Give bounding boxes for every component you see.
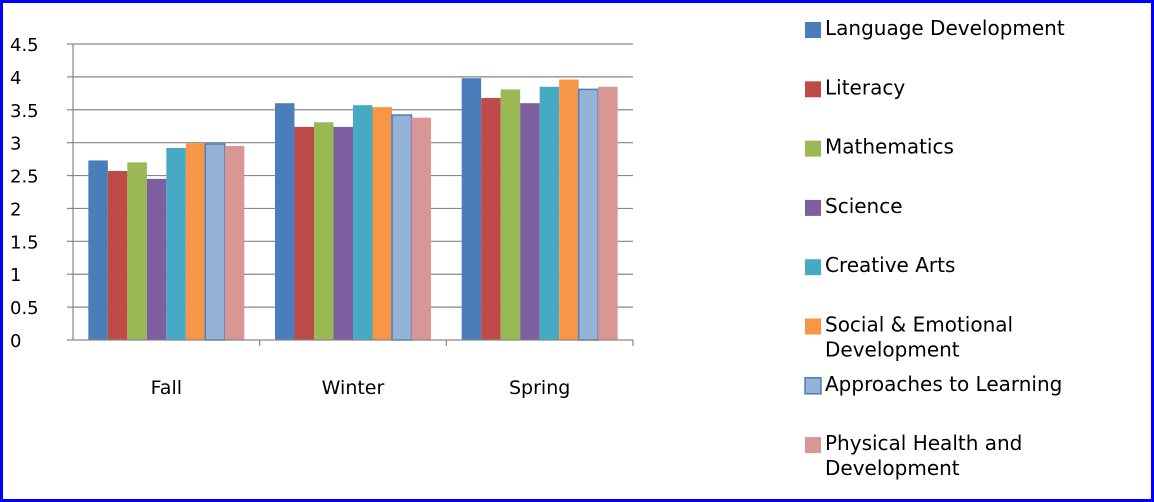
legend-label: Mathematics: [825, 135, 954, 159]
bars: [88, 78, 618, 341]
bar: [185, 143, 206, 340]
legend-label: Science: [825, 194, 903, 218]
y-tick-label: 0: [10, 331, 21, 352]
bar: [539, 86, 560, 340]
y-tick-label: 0.5: [10, 298, 39, 319]
bar: [275, 103, 295, 340]
bar: [391, 114, 413, 341]
bar: [559, 79, 579, 341]
category-labels: Fall Winter Spring: [151, 377, 571, 399]
bar: [411, 117, 431, 340]
bar: [372, 107, 392, 340]
legend-label: Approaches to Learning: [825, 372, 1062, 396]
bar: [520, 103, 540, 340]
legend-swatch: [805, 22, 821, 38]
category-label: Winter: [322, 377, 385, 399]
bar: [107, 170, 128, 340]
bar: [333, 126, 353, 340]
legend-swatch: [805, 318, 821, 335]
y-tick-label: 2: [10, 199, 21, 220]
y-tick-label: 1: [10, 265, 21, 286]
legend-swatch: [805, 140, 821, 157]
bar: [500, 89, 521, 341]
y-tick-label: 4: [10, 68, 21, 89]
axes: [67, 43, 634, 346]
bar: [577, 88, 599, 341]
bar: [294, 126, 314, 340]
legend-label: Social & Emotional Development: [825, 313, 1013, 362]
legend-label: Language Development: [825, 16, 1065, 40]
bar: [88, 160, 108, 340]
bar: [146, 178, 167, 340]
bar: [224, 145, 245, 340]
y-tick-label: 4.5: [10, 35, 39, 56]
legend-swatch: [805, 259, 821, 276]
y-tick-label: 1.5: [10, 232, 39, 253]
bar: [461, 78, 482, 341]
bar: [481, 97, 501, 340]
bar-chart: 0 0.5 1 1.5 2 2.5 3 3.5 4 4.5 Fall Winter Spring La…: [10, 16, 1065, 480]
category-label: Spring: [509, 377, 570, 399]
y-tick-label: 2.5: [10, 167, 39, 188]
legend-swatch: [805, 437, 821, 454]
legend-swatch: [805, 199, 821, 216]
legend-label: Creative Arts: [825, 253, 955, 277]
y-tick-labels: 0 0.5 1 1.5 2 2.5 3 3.5 4 4.5: [10, 35, 39, 352]
legend-swatch: [805, 81, 821, 98]
bar: [598, 86, 618, 340]
legend-swatch: [804, 377, 822, 395]
bar: [204, 143, 226, 341]
bar: [127, 162, 147, 340]
y-tick-label: 3: [10, 134, 21, 155]
legend-label: Literacy: [825, 75, 905, 99]
y-tick-label: 3.5: [10, 101, 39, 122]
bar: [353, 105, 373, 340]
bar: [166, 147, 186, 340]
bar: [314, 122, 334, 340]
category-label: Fall: [151, 377, 182, 399]
legend: Language Development Literacy Mathematics S…: [804, 16, 1065, 480]
legend-label: Physical Health and Development: [825, 431, 1022, 480]
